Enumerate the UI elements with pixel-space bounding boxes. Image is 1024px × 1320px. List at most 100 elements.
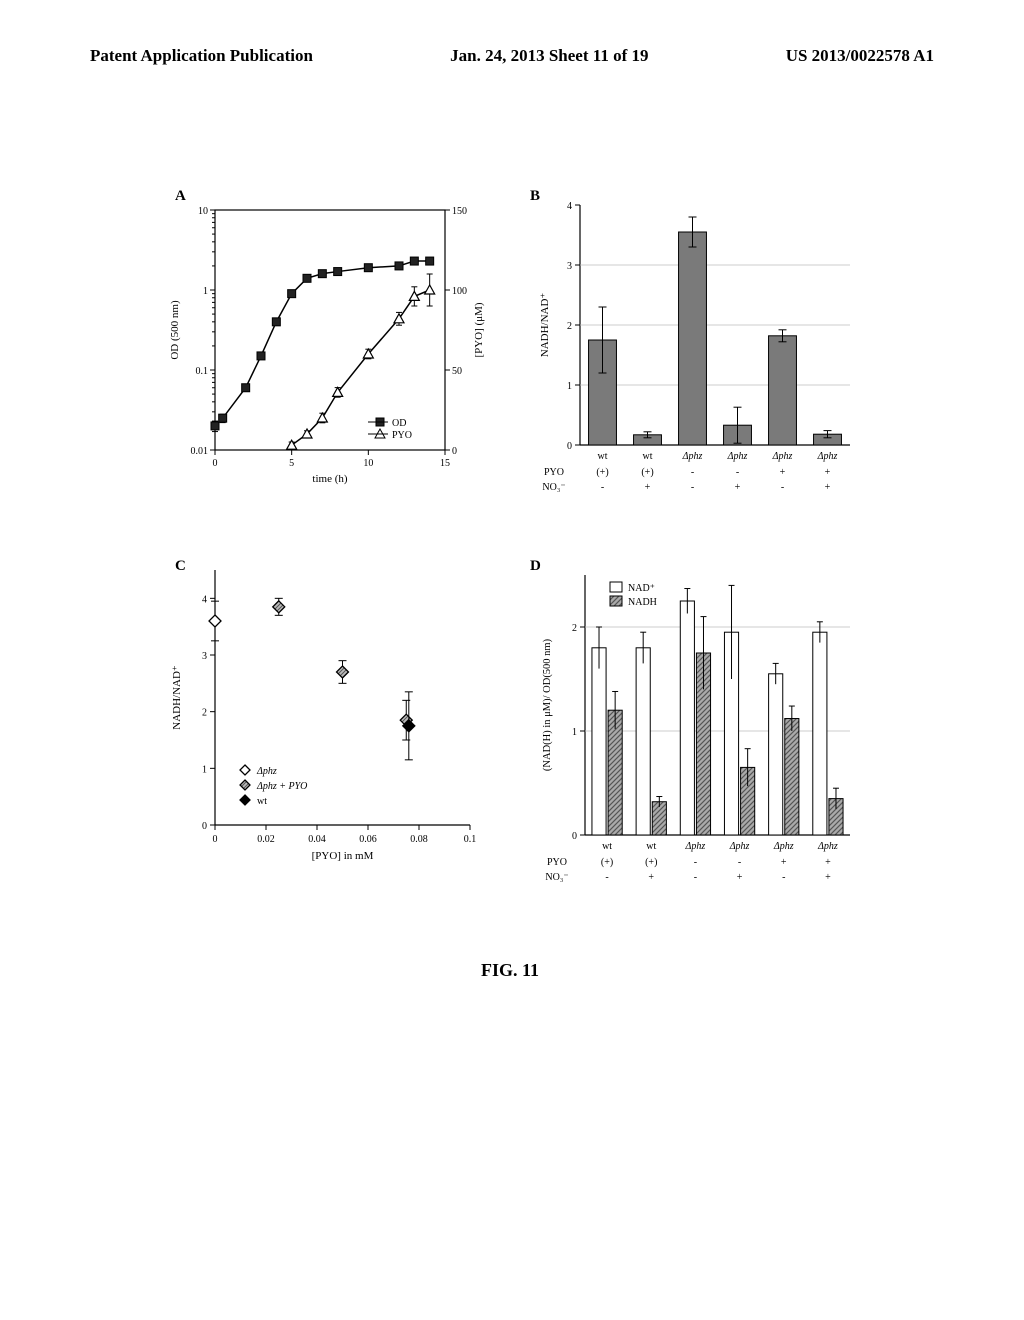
svg-text:wt: wt [646,841,656,852]
svg-text:(+): (+) [601,857,613,868]
svg-text:-: - [605,872,608,883]
panel-d: D 0 1 2 (NAD(H) in μM)/ OD(500 nm) wt (+) - wt (… [530,560,860,920]
svg-text:0.01: 0.01 [191,446,209,457]
figure-11: A 0.010.1110050100150051015time (h)OD (5… [160,190,860,930]
svg-text:-: - [781,482,784,493]
svg-text:+: + [825,467,831,478]
svg-text:10: 10 [198,206,208,217]
svg-text:0.08: 0.08 [410,834,428,845]
svg-text:1: 1 [572,727,577,738]
header-center: Jan. 24, 2013 Sheet 11 of 19 [450,46,648,66]
svg-text:PYO: PYO [392,430,412,441]
panel-c-label: C [175,558,186,575]
svg-text:2: 2 [572,623,577,634]
header-right: US 2013/0022578 A1 [786,46,934,66]
svg-text:0: 0 [202,821,207,832]
svg-text:PYO: PYO [547,857,567,868]
svg-text:-: - [694,857,697,868]
svg-text:0: 0 [567,441,572,452]
svg-text:+: + [780,467,786,478]
svg-text:Δphz + PYO: Δphz + PYO [256,781,307,792]
svg-text:wt: wt [643,451,653,462]
svg-text:wt: wt [257,796,267,807]
svg-text:100: 100 [452,286,467,297]
svg-text:-: - [782,872,785,883]
panel-c: C 00.020.040.060.080.101234[PYO] in mMNA… [160,560,490,890]
svg-text:3: 3 [202,651,207,662]
svg-text:OD: OD [392,418,406,429]
svg-text:NADH/NAD⁺: NADH/NAD⁺ [171,665,183,730]
panel-d-label: D [530,558,541,575]
svg-text:3: 3 [567,261,572,272]
svg-text:(+): (+) [641,467,653,478]
svg-text:Δphz: Δphz [727,451,748,462]
panel-a-chart: 0.010.1110050100150051015time (h)OD (500… [160,190,490,510]
svg-text:-: - [691,467,694,478]
panel-a-label: A [175,188,186,205]
svg-text:1: 1 [203,286,208,297]
svg-text:+: + [648,872,654,883]
header-left: Patent Application Publication [90,46,313,66]
svg-text:-: - [601,482,604,493]
svg-text:150: 150 [452,206,467,217]
svg-text:+: + [825,857,831,868]
svg-text:(NAD(H) in μM)/ OD(500 nm): (NAD(H) in μM)/ OD(500 nm) [542,638,553,771]
svg-text:Δphz: Δphz [772,451,793,462]
svg-text:+: + [737,872,743,883]
svg-text:+: + [645,482,651,493]
svg-text:Δphz: Δphz [817,451,838,462]
svg-text:NO₃⁻: NO₃⁻ [545,872,568,883]
svg-text:-: - [691,482,694,493]
svg-text:Δphz: Δphz [256,766,277,777]
svg-text:Δphz: Δphz [729,841,750,852]
svg-text:[PYO] in mM: [PYO] in mM [312,850,374,862]
svg-text:Δphz: Δphz [773,841,794,852]
panel-b-label: B [530,188,540,205]
figure-caption: FIG. 11 [160,960,860,981]
panel-b: B 0 1 2 3 4 NADH/NAD⁺ wt (+) - wt (+) + Δphz - - Δphz - +… [530,190,860,530]
svg-text:-: - [694,872,697,883]
svg-text:2: 2 [567,321,572,332]
page-header: Patent Application Publication Jan. 24, … [0,46,1024,66]
panel-b-chart: 0 1 2 3 4 NADH/NAD⁺ wt (+) - wt (+) + Δphz - - Δphz - + Δp… [530,190,860,530]
panel-d-chart: 0 1 2 (NAD(H) in μM)/ OD(500 nm) wt (+) - wt (+)… [530,560,860,920]
svg-text:+: + [825,482,831,493]
svg-text:NADH/NAD⁺: NADH/NAD⁺ [539,293,551,358]
svg-text:1: 1 [202,764,207,775]
svg-text:+: + [781,857,787,868]
svg-text:Δphz: Δphz [817,841,838,852]
svg-text:+: + [825,872,831,883]
svg-text:50: 50 [452,366,462,377]
svg-text:PYO: PYO [544,467,564,478]
svg-text:time (h): time (h) [312,473,347,485]
svg-text:10: 10 [363,458,373,469]
svg-text:(+): (+) [596,467,608,478]
svg-text:1: 1 [567,381,572,392]
svg-text:0: 0 [572,831,577,842]
svg-text:Δphz: Δphz [685,841,706,852]
svg-text:[PYO] (μM): [PYO] (μM) [473,302,485,357]
svg-text:0.04: 0.04 [308,834,326,845]
svg-text:0.1: 0.1 [196,366,209,377]
svg-text:NADH: NADH [628,597,657,608]
svg-text:15: 15 [440,458,450,469]
svg-text:+: + [735,482,741,493]
svg-text:0: 0 [213,458,218,469]
svg-text:4: 4 [567,201,572,212]
svg-text:wt: wt [602,841,612,852]
svg-text:OD (500 nm): OD (500 nm) [169,300,181,360]
svg-text:(+): (+) [645,857,657,868]
svg-text:0: 0 [213,834,218,845]
svg-text:4: 4 [202,594,207,605]
panel-c-chart: 00.020.040.060.080.101234[PYO] in mMNADH… [160,560,490,890]
svg-text:0: 0 [452,446,457,457]
panel-a: A 0.010.1110050100150051015time (h)OD (5… [160,190,490,510]
svg-text:NAD⁺: NAD⁺ [628,583,655,594]
svg-text:0.02: 0.02 [257,834,275,845]
svg-text:5: 5 [289,458,294,469]
svg-text:2: 2 [202,708,207,719]
svg-text:-: - [736,467,739,478]
svg-text:wt: wt [598,451,608,462]
svg-text:0.1: 0.1 [464,834,477,845]
svg-text:NO₃⁻: NO₃⁻ [542,482,565,493]
